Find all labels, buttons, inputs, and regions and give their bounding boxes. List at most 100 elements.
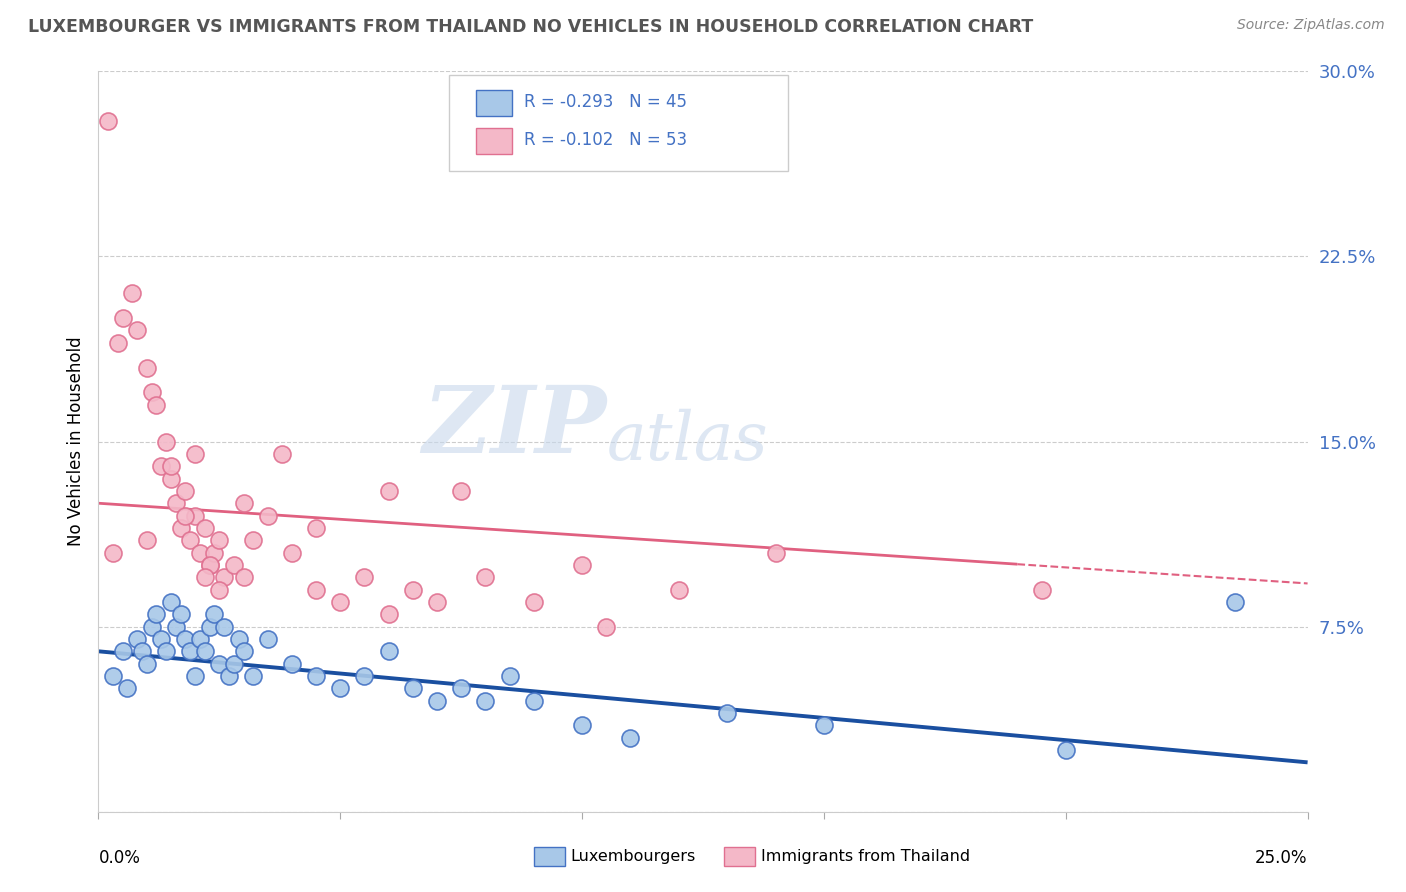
Point [1054, 743, 1077, 757]
Point [426, 694, 449, 708]
Bar [475, 90, 512, 116]
Point [179, 644, 201, 658]
Point [813, 718, 835, 732]
Point [271, 447, 294, 461]
Text: LUXEMBOURGER VS IMMIGRANTS FROM THAILAND NO VEHICLES IN HOUSEHOLD CORRELATION CH: LUXEMBOURGER VS IMMIGRANTS FROM THAILAND… [28, 18, 1033, 36]
Point [184, 508, 207, 523]
Point [208, 657, 231, 671]
Point [131, 644, 153, 658]
Point [668, 582, 690, 597]
Point [450, 483, 472, 498]
Point [377, 644, 399, 658]
Point [150, 459, 173, 474]
Point [160, 471, 183, 485]
Point [281, 545, 304, 560]
Point [426, 595, 449, 609]
Point [135, 360, 157, 375]
Point [155, 644, 177, 658]
Bar [475, 128, 512, 153]
Point [127, 324, 149, 338]
Point [450, 681, 472, 696]
Point [242, 669, 264, 683]
Point [145, 607, 167, 622]
Point [256, 632, 278, 646]
Point [204, 607, 226, 622]
Point [174, 483, 197, 498]
Point [101, 545, 124, 560]
Point [194, 644, 217, 658]
Point [188, 545, 211, 560]
Point [97, 113, 120, 128]
Point [107, 335, 129, 350]
Text: atlas: atlas [606, 409, 768, 475]
Point [188, 632, 211, 646]
Point [135, 533, 157, 548]
Point [232, 644, 254, 658]
Point [377, 483, 399, 498]
Point [174, 632, 197, 646]
Text: R = -0.102   N = 53: R = -0.102 N = 53 [524, 131, 688, 149]
Point [523, 595, 546, 609]
Point [571, 558, 593, 572]
Point [184, 669, 207, 683]
Point [474, 694, 496, 708]
Point [222, 558, 245, 572]
FancyBboxPatch shape [449, 75, 787, 171]
Point [117, 681, 139, 696]
Point [198, 619, 221, 633]
Point [212, 570, 235, 584]
Point [194, 570, 217, 584]
Point [1223, 595, 1246, 609]
Point [212, 619, 235, 633]
Point [141, 385, 163, 400]
Point [353, 570, 375, 584]
Point [145, 398, 167, 412]
Text: 25.0%: 25.0% [1256, 849, 1308, 867]
Text: Luxembourgers: Luxembourgers [571, 849, 696, 863]
Point [135, 657, 157, 671]
Point [121, 286, 143, 301]
Point [402, 681, 425, 696]
Point [169, 607, 191, 622]
Point [256, 508, 278, 523]
Point [101, 669, 124, 683]
Point [198, 558, 221, 572]
Point [174, 508, 197, 523]
Point [305, 669, 328, 683]
Text: ZIP: ZIP [422, 382, 606, 472]
Point [208, 533, 231, 548]
Point [523, 694, 546, 708]
Point [232, 496, 254, 510]
Text: R = -0.293   N = 45: R = -0.293 N = 45 [524, 94, 688, 112]
Point [402, 582, 425, 597]
Point [165, 496, 187, 510]
Point [169, 521, 191, 535]
Point [498, 669, 520, 683]
Point [329, 681, 352, 696]
Point [179, 533, 201, 548]
Point [329, 595, 352, 609]
Point [198, 558, 221, 572]
Point [218, 669, 240, 683]
Point [208, 582, 231, 597]
Point [155, 434, 177, 449]
Point [1031, 582, 1053, 597]
Point [111, 644, 134, 658]
Point [619, 731, 641, 745]
Point [204, 545, 226, 560]
Point [141, 619, 163, 633]
Point [194, 521, 217, 535]
Point [305, 521, 328, 535]
Point [281, 657, 304, 671]
Point [232, 570, 254, 584]
Point [228, 632, 250, 646]
Point [474, 570, 496, 584]
Point [222, 657, 245, 671]
Y-axis label: No Vehicles in Household: No Vehicles in Household [66, 336, 84, 547]
Point [571, 718, 593, 732]
Text: Immigrants from Thailand: Immigrants from Thailand [761, 849, 970, 863]
Text: 0.0%: 0.0% [98, 849, 141, 867]
Point [111, 311, 134, 326]
Point [165, 619, 187, 633]
Point [242, 533, 264, 548]
